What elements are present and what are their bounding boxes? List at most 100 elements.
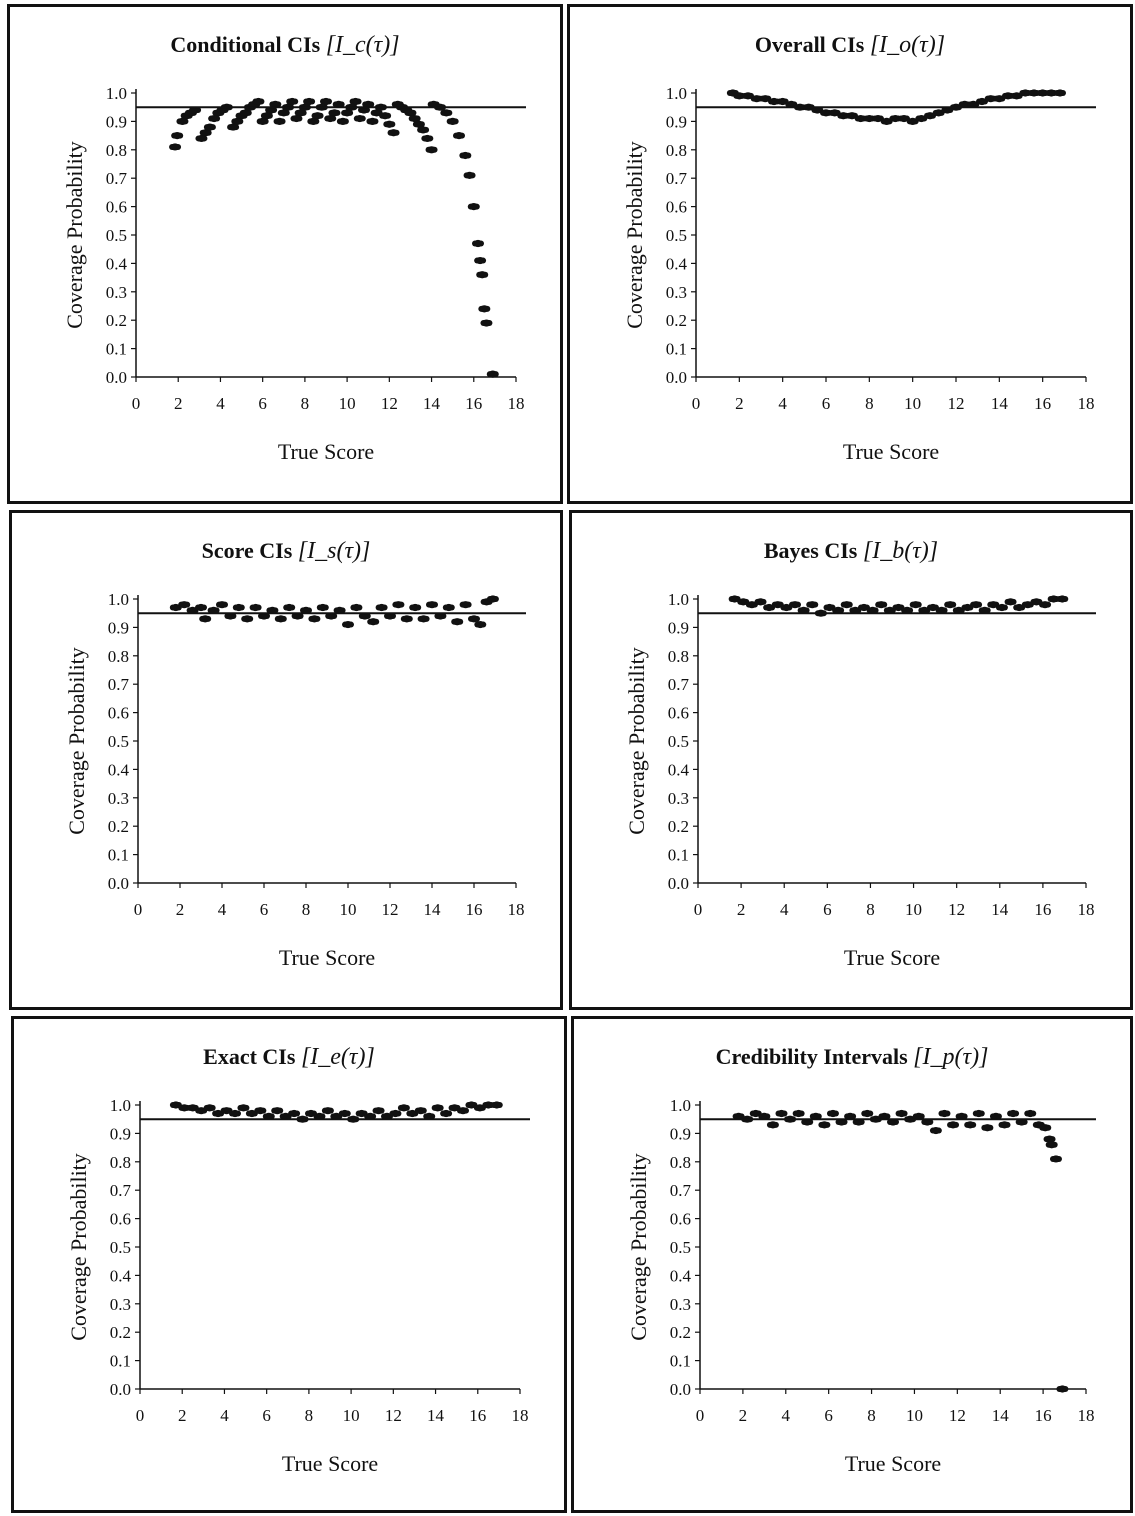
data-point-band xyxy=(288,1110,301,1117)
x-tick-label: 18 xyxy=(1078,394,1095,413)
data-point-band xyxy=(178,601,191,608)
data-point-band xyxy=(328,109,341,116)
data-point-band xyxy=(474,621,487,628)
y-tick-label: 0.3 xyxy=(106,283,127,302)
data-point-band xyxy=(262,1113,275,1120)
data-point-band xyxy=(199,129,212,136)
data-point-band xyxy=(797,607,810,614)
data-point-band xyxy=(232,604,245,611)
data-point-band xyxy=(895,1110,908,1117)
data-point-band xyxy=(237,1104,250,1111)
data-point-band xyxy=(350,604,363,611)
data-point-band xyxy=(929,1127,942,1134)
data-point-band xyxy=(826,1110,839,1117)
chart-svg: Exact CIs [I_e(τ)] 0.0 0.1 0.2 0.3 0.4 0.5 0.6 0… xyxy=(66,1044,530,1476)
data-point-band xyxy=(392,601,405,608)
data-point-band xyxy=(457,1107,469,1114)
data-point-band xyxy=(224,613,237,620)
y-tick-label: 0.4 xyxy=(108,760,130,779)
x-axis-label: True Score xyxy=(843,439,939,464)
data-point-band xyxy=(195,135,208,142)
data-point-band xyxy=(818,1121,831,1128)
y-axis-label: Coverage Probability xyxy=(624,647,649,835)
data-point-band xyxy=(169,143,182,150)
x-tick-label: 2 xyxy=(176,900,185,919)
chart-title: Score CIs [I_s(τ)] xyxy=(202,538,371,564)
data-point-band xyxy=(463,172,476,179)
x-tick-label: 8 xyxy=(305,1406,314,1425)
x-axis-label: True Score xyxy=(282,1451,378,1476)
x-tick-label: 16 xyxy=(465,394,482,413)
x-tick-label: 8 xyxy=(301,394,310,413)
chart-title: Exact CIs [I_e(τ)] xyxy=(203,1044,375,1070)
y-tick-label: 0.8 xyxy=(668,647,689,666)
data-point-band xyxy=(379,112,392,119)
x-tick-label: 16 xyxy=(466,900,483,919)
y-tick-label: 0.2 xyxy=(668,817,689,836)
y-tick-label: 0.5 xyxy=(670,1238,691,1257)
x-tick-label: 0 xyxy=(136,1406,145,1425)
y-tick-label: 0.9 xyxy=(108,618,129,637)
x-tick-label: 14 xyxy=(991,394,1009,413)
data-point-band xyxy=(176,118,189,125)
data-point-band xyxy=(467,203,480,210)
y-tick-label: 0.3 xyxy=(666,283,687,302)
data-point-band xyxy=(789,601,801,608)
data-point-band xyxy=(375,604,388,611)
y-tick-label: 0.5 xyxy=(668,732,689,751)
data-point-band xyxy=(320,98,332,105)
y-tick-label: 0.8 xyxy=(106,141,127,160)
y-axis-label: Coverage Probability xyxy=(626,1153,651,1341)
chart-title: Bayes CIs [I_b(τ)] xyxy=(764,538,938,564)
data-point-band xyxy=(935,607,948,614)
data-point-band xyxy=(806,601,819,608)
data-point-band xyxy=(1015,1119,1028,1126)
data-point-band xyxy=(1004,598,1017,605)
y-tick-label: 0.6 xyxy=(666,198,687,217)
data-point-band xyxy=(353,115,366,122)
y-tick-label: 0.7 xyxy=(668,675,690,694)
x-tick-label: 14 xyxy=(992,1406,1010,1425)
data-point-band xyxy=(801,1119,814,1126)
data-point-band xyxy=(989,1113,1002,1120)
chart-panel-bayes: Bayes CIs [I_b(τ)] 0.0 0.1 0.2 0.3 0.4 0.5 0.6 0… xyxy=(569,510,1133,1010)
data-point-band xyxy=(758,1113,771,1120)
y-tick-label: 0.6 xyxy=(108,704,129,723)
x-tick-label: 12 xyxy=(381,394,398,413)
data-point-band xyxy=(397,1104,410,1111)
data-point-band xyxy=(207,607,220,614)
data-point-band xyxy=(832,607,845,614)
data-point-band xyxy=(766,1121,779,1128)
data-point-band xyxy=(208,115,221,122)
data-point-band xyxy=(171,132,184,139)
y-tick-label: 0.0 xyxy=(668,874,689,893)
x-tick-label: 12 xyxy=(948,900,965,919)
y-tick-label: 0.3 xyxy=(668,789,689,808)
data-point-band xyxy=(1039,1124,1052,1131)
data-point-band xyxy=(984,95,997,102)
data-point-band xyxy=(286,98,299,105)
y-tick-label: 0.0 xyxy=(108,874,129,893)
chart-panel-exact: Exact CIs [I_e(τ)] 0.0 0.1 0.2 0.3 0.4 0.5 0.6 0… xyxy=(11,1016,567,1513)
data-point-band xyxy=(300,607,312,614)
y-tick-label: 0.6 xyxy=(670,1210,691,1229)
data-point-band xyxy=(358,107,370,114)
data-point-band xyxy=(875,601,888,608)
data-point-band xyxy=(324,115,337,122)
data-point-band xyxy=(249,604,262,611)
data-point-band xyxy=(260,112,273,119)
chart-title-math: [I_c(τ)] xyxy=(326,32,400,58)
x-tick-label: 6 xyxy=(262,1406,271,1425)
data-point-band xyxy=(426,601,438,608)
x-tick-label: 16 xyxy=(1034,394,1051,413)
data-point-band xyxy=(269,101,282,108)
data-point-band xyxy=(878,1113,891,1120)
y-tick-label: 0.5 xyxy=(106,226,127,245)
data-point-band xyxy=(476,271,489,278)
y-tick-label: 0.7 xyxy=(108,675,130,694)
data-point-band xyxy=(978,607,991,614)
y-tick-label: 0.1 xyxy=(670,1352,691,1371)
data-point-band xyxy=(404,109,417,116)
data-point-band xyxy=(216,601,228,608)
data-point-band xyxy=(1002,92,1014,99)
